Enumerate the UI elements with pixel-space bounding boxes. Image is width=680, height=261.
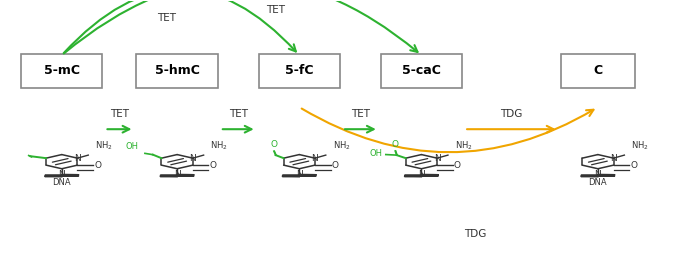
Text: OH: OH (125, 142, 138, 151)
Text: DNA: DNA (589, 177, 607, 187)
Text: NH$_2$: NH$_2$ (333, 139, 350, 152)
Text: N: N (190, 154, 197, 163)
Text: N: N (418, 170, 425, 179)
Text: O: O (332, 161, 339, 170)
Text: N: N (594, 170, 601, 179)
Text: TET: TET (228, 109, 248, 119)
Text: NH$_2$: NH$_2$ (631, 139, 649, 152)
Text: TET: TET (351, 109, 370, 119)
FancyBboxPatch shape (137, 54, 218, 88)
Text: O: O (209, 161, 217, 170)
Text: DNA: DNA (52, 177, 71, 187)
Text: O: O (392, 140, 398, 149)
Text: O: O (630, 161, 637, 170)
Text: N: N (434, 154, 441, 163)
Text: N: N (296, 170, 303, 179)
Text: N: N (174, 170, 180, 179)
Text: NH$_2$: NH$_2$ (95, 139, 113, 152)
Text: 5-caC: 5-caC (402, 64, 441, 77)
FancyBboxPatch shape (21, 54, 103, 88)
Text: O: O (454, 161, 461, 170)
FancyBboxPatch shape (381, 54, 462, 88)
FancyArrowPatch shape (64, 0, 296, 53)
FancyBboxPatch shape (560, 54, 635, 88)
Text: TET: TET (110, 109, 129, 119)
Text: C: C (594, 64, 602, 77)
FancyBboxPatch shape (258, 54, 340, 88)
Text: N: N (58, 170, 65, 179)
Text: TET: TET (266, 5, 285, 15)
FancyArrowPatch shape (64, 0, 418, 54)
FancyArrowPatch shape (302, 109, 594, 152)
Text: NH$_2$: NH$_2$ (210, 139, 228, 152)
Text: TDG: TDG (464, 229, 487, 239)
Text: N: N (311, 154, 318, 163)
Text: TET: TET (158, 13, 176, 22)
Text: O: O (271, 140, 277, 149)
Text: 5-fC: 5-fC (285, 64, 313, 77)
Text: OH: OH (369, 149, 382, 158)
Text: 5-mC: 5-mC (44, 64, 80, 77)
Text: TDG: TDG (500, 109, 522, 119)
Text: N: N (74, 154, 81, 163)
Text: 5-hmC: 5-hmC (154, 64, 199, 77)
Text: O: O (95, 161, 101, 170)
Text: N: N (610, 154, 617, 163)
Text: NH$_2$: NH$_2$ (455, 139, 473, 152)
